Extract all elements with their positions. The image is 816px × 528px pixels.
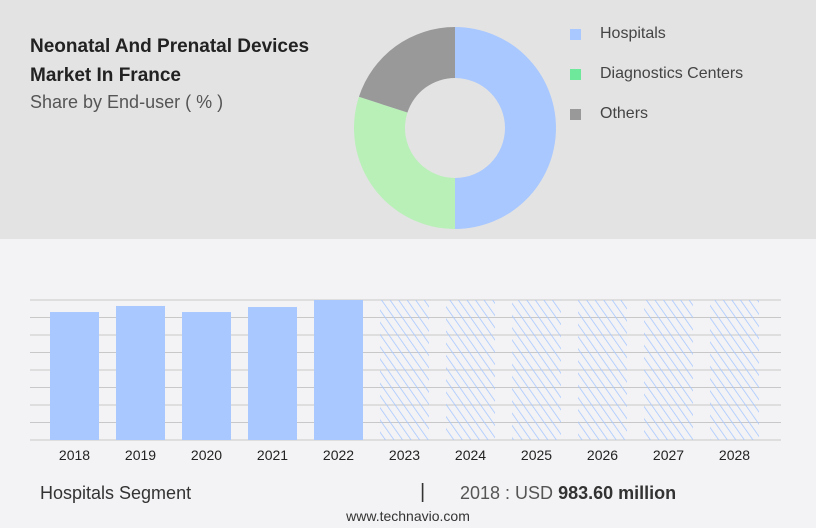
value-amount: 983.60 million	[558, 483, 677, 503]
bar	[116, 305, 165, 440]
bar	[248, 307, 297, 440]
donut-slice	[455, 27, 556, 229]
x-tick-label: 2025	[521, 447, 552, 463]
legend-label: Others	[600, 105, 649, 122]
separator: |	[420, 481, 426, 503]
x-tick-label: 2027	[653, 447, 684, 463]
forecast-bar	[710, 300, 759, 440]
forecast-bar	[512, 300, 561, 440]
legend-item: Diagnostics Centers	[570, 54, 743, 94]
segment-label: Hospitals Segment	[40, 483, 192, 503]
x-tick-label: 2024	[455, 447, 486, 463]
legend-swatch	[570, 68, 581, 80]
forecast-bar	[578, 300, 627, 440]
legend-item: Hospitals	[570, 14, 743, 54]
x-tick-label: 2019	[125, 447, 156, 463]
x-tick-label: 2022	[323, 447, 354, 463]
x-tick-label: 2020	[191, 447, 222, 463]
forecast-bar	[446, 300, 495, 440]
legend-swatch	[570, 108, 581, 120]
x-tick-label: 2023	[389, 447, 420, 463]
chart-title: Neonatal And Prenatal Devices Market In …	[30, 36, 310, 86]
bar	[50, 312, 99, 440]
bar	[314, 300, 363, 440]
x-tick-label: 2021	[257, 447, 288, 463]
legend: Hospitals Diagnostics Centers Others	[570, 14, 743, 134]
x-tick-label: 2026	[587, 447, 618, 463]
bar	[182, 312, 231, 440]
legend-swatch	[570, 28, 581, 40]
value-prefix: 2018 : USD	[460, 483, 554, 503]
forecast-bar	[380, 300, 429, 440]
legend-item: Others	[570, 94, 743, 134]
source-url: www.technavio.com	[346, 508, 470, 524]
donut-slice	[353, 96, 455, 230]
x-tick-label: 2018	[59, 447, 90, 463]
forecast-bar	[644, 300, 693, 440]
donut-slice	[358, 27, 455, 113]
legend-label: Hospitals	[600, 25, 666, 42]
legend-label: Diagnostics Centers	[600, 65, 744, 82]
segment-value: 2018 : USD 983.60 million	[460, 483, 676, 504]
chart-subtitle: Share by End-user ( % )	[30, 92, 224, 112]
x-tick-label: 2028	[719, 447, 750, 463]
